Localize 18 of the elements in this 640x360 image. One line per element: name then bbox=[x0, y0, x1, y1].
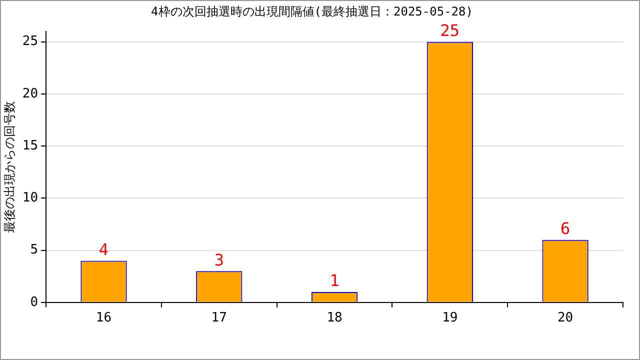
x-tick-label: 16 bbox=[96, 310, 112, 326]
data-label: 1 bbox=[330, 271, 340, 290]
data-label: 25 bbox=[440, 20, 460, 40]
y-tick-label: 10 bbox=[22, 190, 38, 206]
data-label: 6 bbox=[560, 219, 570, 238]
x-tick-label: 20 bbox=[557, 310, 574, 326]
data-label: 4 bbox=[98, 240, 109, 259]
x-tick-label: 18 bbox=[326, 310, 342, 326]
chart-title: 4枠の次回抽選時の出現間隔値(最終抽選日：2025-05-28) bbox=[151, 4, 473, 18]
x-tick-label: 19 bbox=[442, 310, 458, 326]
y-tick-label: 15 bbox=[22, 138, 38, 154]
y-axis-title: 最後の出現からの回号数 bbox=[2, 100, 16, 233]
y-tick-label: 0 bbox=[30, 294, 38, 310]
y-tick-label: 20 bbox=[22, 86, 38, 102]
y-tick-label: 25 bbox=[22, 34, 38, 50]
x-tick-label: 17 bbox=[211, 310, 227, 326]
y-tick-label: 5 bbox=[30, 242, 38, 258]
data-label: 3 bbox=[214, 250, 224, 270]
